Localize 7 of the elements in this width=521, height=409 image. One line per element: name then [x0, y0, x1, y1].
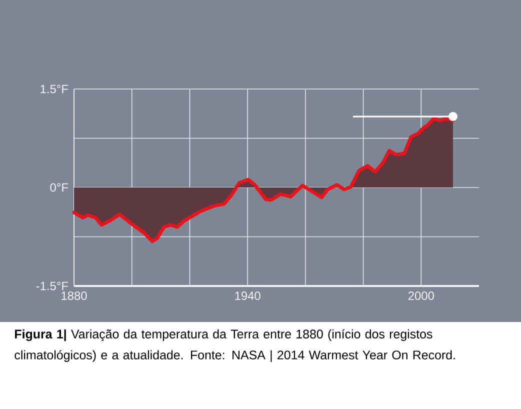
y-tick-label: 1.5°F: [40, 84, 68, 94]
x-tick-label: 1880: [62, 292, 87, 300]
x-tick-label: 1940: [235, 292, 260, 300]
x-tick-label: 2000: [408, 292, 434, 300]
text: Figura 1| Variação da temperatura da Terra entre 1880 (início dos registos climatológicos) e a atualidade. Fonte: NASA | 2014 Warmest Year On Record.: [14, 329, 455, 362]
y-tick-label: 0°F: [50, 183, 68, 192]
y-tick-label: -1.5°F: [36, 282, 68, 290]
